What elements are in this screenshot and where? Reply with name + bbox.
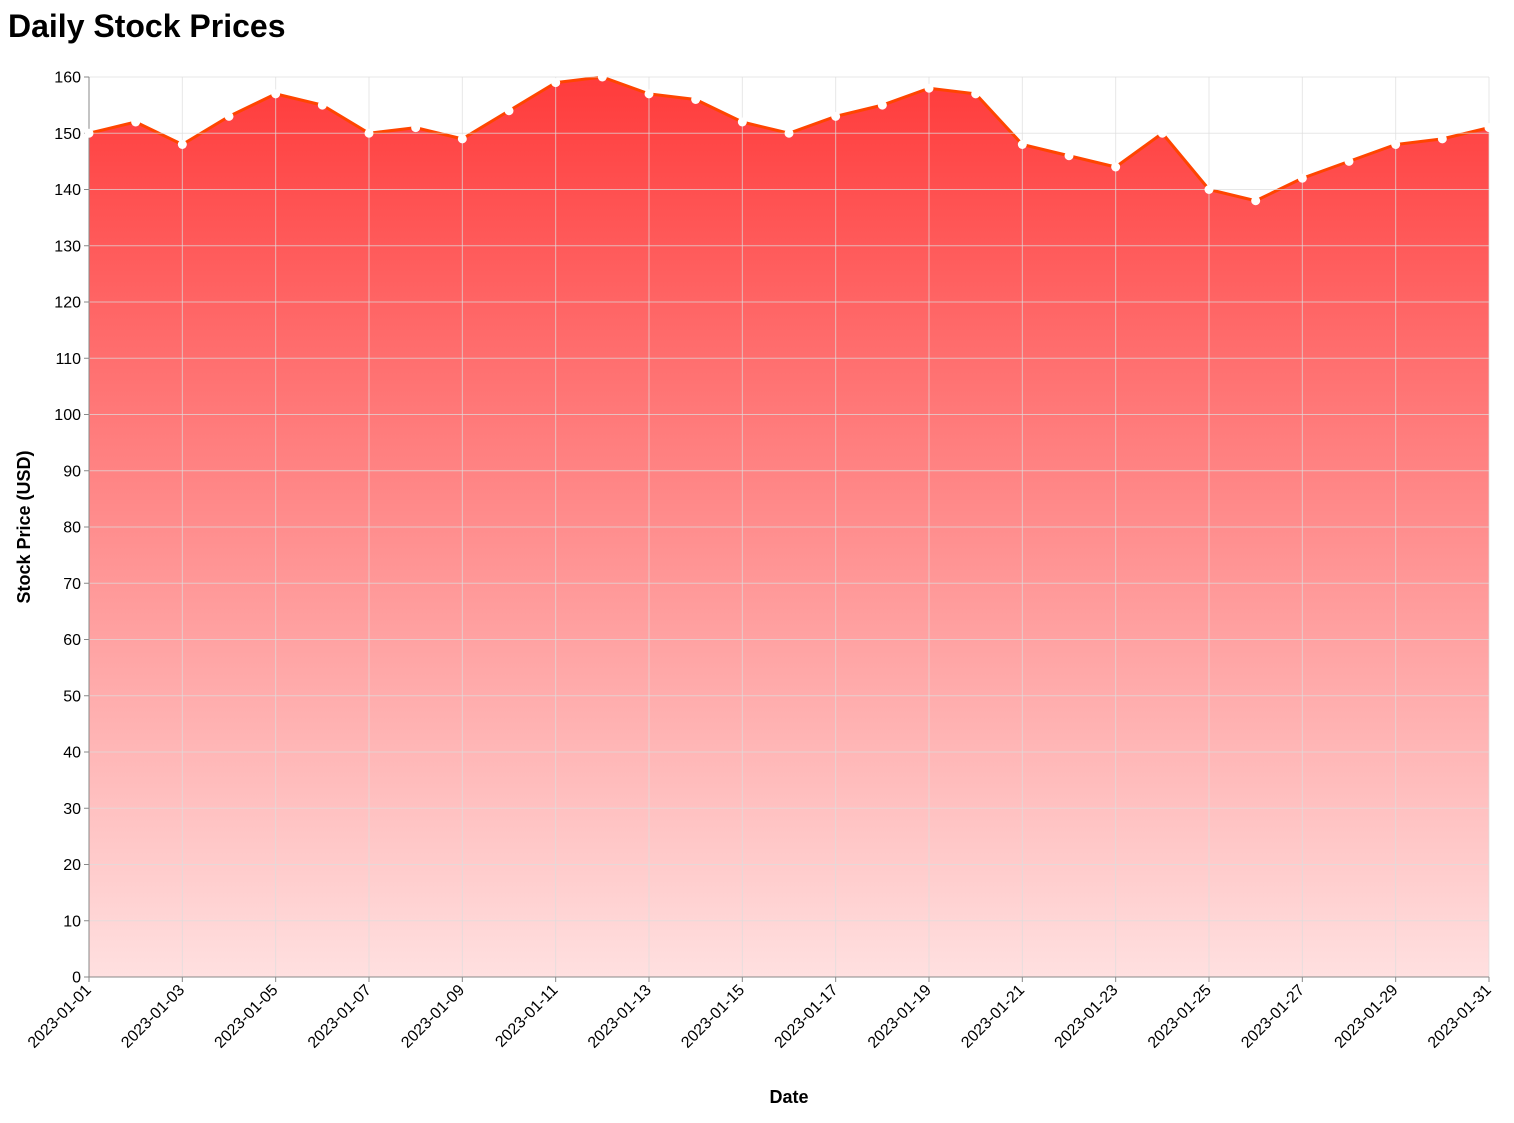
y-tick-label: 130 [54,238,81,255]
data-point [924,83,934,93]
y-tick-label: 100 [54,407,81,424]
y-tick-label: 90 [63,463,81,480]
y-tick-label: 120 [54,295,81,312]
y-tick-label: 70 [63,576,81,593]
x-tick-label: 2023-01-11 [492,982,561,1051]
data-point [1204,185,1214,194]
y-tick-label: 80 [63,520,81,537]
data-point [504,106,514,116]
x-tick-label: 2023-01-15 [678,982,748,1052]
y-tick-label: 150 [54,126,81,143]
data-point [84,128,94,138]
data-point [831,111,841,121]
y-tick-label: 0 [72,970,81,987]
x-tick-label: 2023-01-23 [1052,982,1122,1052]
data-point [1484,123,1494,133]
data-point [1344,156,1354,166]
x-tick-label: 2023-01-31 [1425,982,1495,1052]
data-point [1437,134,1447,144]
y-tick-label: 140 [54,182,81,199]
y-tick-label: 10 [63,913,81,930]
x-tick-label: 2023-01-03 [118,982,188,1052]
y-tick-label: 60 [63,632,81,649]
x-tick-label: 2023-01-27 [1238,982,1308,1052]
y-tick-label: 50 [63,688,81,705]
x-tick-label: 2023-01-19 [865,982,935,1052]
x-tick-label: 2023-01-13 [585,982,655,1052]
x-axis-title: Date [769,1087,808,1107]
x-tick-label: 2023-01-29 [1332,982,1402,1052]
data-point [1297,173,1307,183]
x-tick-label: 2023-01-05 [212,982,282,1052]
data-point [737,117,747,127]
x-tick-label: 2023-01-25 [1145,982,1215,1052]
data-point [457,134,467,144]
y-tick-label: 40 [63,745,81,762]
grid [88,76,1490,978]
y-tick-label: 110 [55,351,81,368]
data-point [1017,140,1027,149]
y-tick-label: 160 [54,70,81,87]
data-point [364,128,374,138]
data-point [131,117,141,127]
y-axis-title: Stock Price (USD) [14,450,34,603]
data-point [1064,151,1074,161]
x-tick-label: 2023-01-01 [25,982,95,1052]
data-point [644,89,654,99]
x-tick-label: 2023-01-17 [772,982,842,1052]
data-point [271,89,281,99]
data-point [411,123,421,133]
data-point [1391,140,1401,149]
y-tick-label: 20 [63,857,81,874]
data-points [84,72,1494,206]
x-tick-label: 2023-01-07 [305,982,375,1052]
data-point [224,111,234,121]
x-tick-label: 2023-01-21 [958,982,1028,1052]
data-point [597,72,607,82]
data-point [971,89,981,99]
data-point [691,95,701,104]
data-point [551,78,561,88]
data-point [317,100,327,110]
data-point [877,100,887,110]
x-tick-label: 2023-01-09 [398,982,468,1052]
data-point [177,140,187,149]
data-point [1251,196,1261,206]
chart-title: Daily Stock Prices [8,8,285,44]
data-point [1111,162,1121,172]
data-point [1157,128,1167,138]
y-tick-label: 30 [63,801,81,818]
data-point [784,128,794,138]
